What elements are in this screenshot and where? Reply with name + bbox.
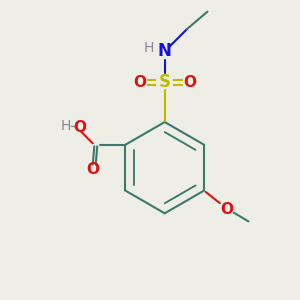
Text: O: O [220,202,233,217]
Text: S: S [159,73,171,91]
Text: O: O [183,75,196,90]
Text: H: H [61,119,71,133]
Text: O: O [133,75,146,90]
Text: O: O [73,120,86,135]
Text: N: N [158,42,172,60]
Text: H: H [143,41,154,56]
Text: O: O [86,162,99,177]
